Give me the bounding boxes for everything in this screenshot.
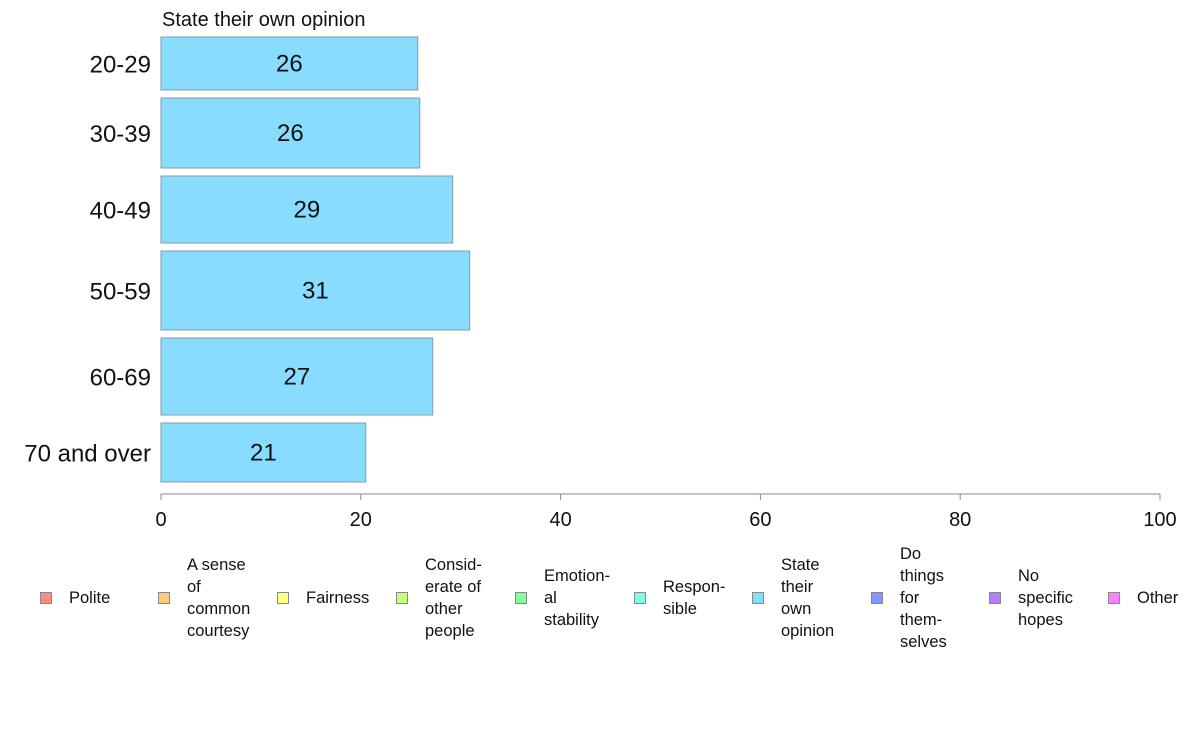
legend: Polite A sense of common courtesy Fairness…: [40, 540, 1188, 660]
legend-label: Respon- sible: [663, 577, 726, 618]
legend-label: No specific hopes: [1018, 566, 1074, 629]
x-tick-label: 0: [155, 509, 166, 531]
legend-label: Emotion- al stability: [544, 566, 611, 629]
bar-30-39: [160, 97, 421, 169]
panel-title: State their own opinion: [162, 9, 365, 31]
legend-label: State their own opinion: [781, 555, 835, 640]
category-label: 40-49: [90, 198, 151, 225]
legend-item: Other: [1108, 540, 1178, 655]
x-tick-label: 40: [549, 509, 571, 531]
legend-label: Other: [1137, 588, 1179, 607]
bar-value-label: 29: [294, 197, 321, 224]
bar-20-29: [160, 36, 419, 91]
legend-item: No specific hopes: [989, 540, 1073, 655]
bar-60-69: [160, 337, 434, 416]
legend-item: Emotion- al stability: [515, 540, 610, 655]
bars-group: 26 20-29 26 30-39 29 40-49 31 50-59 27 60-69 21 70 …: [24, 36, 471, 483]
bar-value-label: 26: [277, 120, 304, 147]
category-label: 50-59: [90, 279, 151, 306]
legend-item: Fairness: [277, 540, 369, 655]
legend-swatch: [158, 591, 170, 604]
legend-swatch: [752, 591, 764, 604]
legend-swatch: [1108, 591, 1120, 604]
bar-value-label: 21: [250, 440, 277, 467]
bar-chart: State their own opinion 26 20-29 26 30-39 29…: [24, 9, 1177, 531]
legend-swatch: [989, 591, 1001, 604]
x-axis: 0 20 40 60 80 100: [155, 493, 1177, 531]
x-tick-label: 20: [350, 509, 372, 531]
legend-swatch: [871, 591, 883, 604]
bar-value-label: 27: [284, 364, 311, 391]
legend-label: Do things for them- selves: [900, 544, 947, 651]
bar-40-49: [160, 175, 454, 244]
legend-label: Polite: [69, 588, 111, 607]
bar-50-59: [160, 250, 471, 331]
category-label: 70 and over: [24, 441, 151, 468]
legend-swatch: [634, 591, 646, 604]
x-tick-label: 80: [949, 509, 971, 531]
legend-label: Fairness: [306, 588, 370, 607]
legend-item: A sense of common courtesy: [158, 540, 250, 655]
legend-item: Do things for them- selves: [871, 540, 947, 655]
x-tick-label: 100: [1143, 509, 1176, 531]
legend-item: Consid- erate of other people: [396, 540, 482, 655]
legend-item: State their own opinion: [752, 540, 834, 655]
category-label: 60-69: [90, 365, 151, 392]
bar-value-label: 26: [276, 51, 303, 78]
legend-label: Consid- erate of other people: [425, 555, 482, 640]
legend-swatch: [515, 591, 527, 604]
x-tick-label: 60: [749, 509, 771, 531]
bar-70-and-over: [160, 422, 367, 483]
legend-label: A sense of common courtesy: [187, 555, 251, 640]
legend-item: Respon- sible: [634, 540, 725, 655]
legend-swatch: [396, 591, 408, 604]
legend-swatch: [277, 591, 289, 604]
legend-swatch: [40, 591, 52, 604]
bar-value-label: 31: [302, 278, 329, 305]
legend-item: Polite: [40, 540, 110, 655]
category-label: 20-29: [90, 52, 151, 79]
category-label: 30-39: [90, 121, 151, 148]
